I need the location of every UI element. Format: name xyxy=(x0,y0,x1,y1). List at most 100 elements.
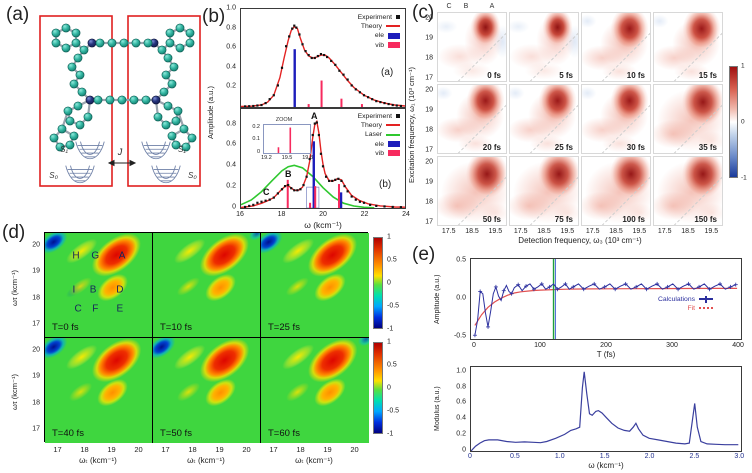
d-peak-label: A xyxy=(118,250,126,262)
tick-label: -0.5 xyxy=(387,302,400,310)
tick-label: -0.5 xyxy=(387,407,400,415)
tick-label: 0.4 xyxy=(226,63,236,71)
calculations-line-icon xyxy=(699,295,713,303)
ele-swatch-icon xyxy=(388,140,400,147)
tick-label: 0.1 xyxy=(252,136,260,143)
carbon-atom xyxy=(75,70,85,80)
tick-label: 0.2 xyxy=(252,123,260,130)
tick-label: 19.5 xyxy=(560,228,575,235)
experiment-points xyxy=(296,189,299,192)
tick-label: 0 xyxy=(472,342,476,349)
carbon-atom xyxy=(75,120,85,130)
e-bottom-xlabel: ω (kcm⁻¹) xyxy=(588,461,624,470)
carbon-atom xyxy=(65,140,75,150)
experiment-points xyxy=(311,133,314,137)
vib-bars xyxy=(307,104,310,107)
tick-label: 0.4 xyxy=(456,414,466,422)
experiment-points xyxy=(313,122,316,125)
c-colorbar xyxy=(729,66,738,178)
tick-label: 0 xyxy=(387,279,391,287)
legend-label-laser: Laser xyxy=(364,131,382,139)
experiment-marker-icon xyxy=(396,15,400,20)
legend-label-theory: Theory xyxy=(360,23,382,31)
d-peak-label: G xyxy=(91,250,100,262)
c-time-label: 150 fs xyxy=(694,215,717,224)
s0-label-left: S₀ xyxy=(49,171,58,180)
tick-label: 3.0 xyxy=(734,453,745,460)
morse-well-s0-left xyxy=(65,165,95,184)
tick-label: 0 xyxy=(387,384,391,392)
tick-label: 0 xyxy=(256,149,260,155)
experiment-points xyxy=(319,52,323,56)
carbon-atom xyxy=(77,87,87,97)
experiment-points xyxy=(264,199,267,202)
d-time-label: T=0 fs xyxy=(52,322,79,333)
coupling-arrow xyxy=(107,159,137,167)
experiment-points xyxy=(358,200,361,203)
d-time-label: T=50 fs xyxy=(160,428,192,439)
carbon-atom xyxy=(71,38,81,48)
c-map-panel: 100 fs xyxy=(581,156,651,226)
calculations-line xyxy=(474,283,736,336)
c-time-label: 25 fs xyxy=(554,143,573,152)
experiment-points xyxy=(288,35,291,38)
tick-label: 18 xyxy=(32,399,40,407)
fit-line-icon xyxy=(699,307,713,310)
experiment-points xyxy=(252,104,255,107)
d-map-panel: T=10 fs xyxy=(153,233,261,338)
tick-label: 20 xyxy=(242,445,251,454)
experiment-points xyxy=(264,101,267,105)
e-top-yticks: 0.5 0.0 -0.5 xyxy=(446,257,468,340)
experiment-points xyxy=(379,101,382,104)
c-time-label: 30 fs xyxy=(626,143,645,152)
d-time-label: T=10 fs xyxy=(160,322,192,333)
tick-label: 17.5 xyxy=(657,228,672,235)
legend-label-calculations: Calculations xyxy=(657,296,695,303)
c-time-label: 10 fs xyxy=(626,71,645,80)
experiment-points xyxy=(316,54,319,58)
experiment-points xyxy=(248,105,251,107)
carbon-atom xyxy=(73,53,83,63)
b-bottom-legend: Experiment Theory Laser ele vib xyxy=(358,112,400,158)
d-xlabel-col3: ωₜ (kcm⁻¹) xyxy=(295,456,333,465)
d-yticks-row2: 20 19 18 17 xyxy=(24,337,42,442)
tick-label: -1 xyxy=(387,430,394,438)
experiment-points xyxy=(334,178,337,181)
tick-label: 20 xyxy=(350,445,359,454)
tick-label: 1 xyxy=(387,233,391,241)
tick-label: 300 xyxy=(666,342,678,349)
b-inset-yticks: 0.2 0.1 0 xyxy=(248,123,262,155)
c-time-label: 0 fs xyxy=(487,71,501,80)
ele-swatch-icon xyxy=(388,32,400,39)
e-top-plot: Calculations Fit xyxy=(470,258,742,340)
ele-bars xyxy=(312,141,315,208)
modulus-line xyxy=(471,371,739,451)
tick-label: 1 xyxy=(741,62,745,70)
tick-label: 20 xyxy=(425,14,433,22)
tick-label: 18.5 xyxy=(681,228,695,235)
legend-label-ele: ele xyxy=(374,140,384,148)
carbon-atom xyxy=(167,131,177,141)
carbon-atom xyxy=(185,28,195,38)
c-map-panel: 25 fs xyxy=(509,84,579,154)
tick-label: 24 xyxy=(402,211,410,218)
carbon-atom xyxy=(169,62,179,72)
experiment-points xyxy=(298,33,301,36)
experiment-points xyxy=(283,185,287,188)
contour-blob xyxy=(66,379,96,405)
vib-bars xyxy=(277,147,280,153)
e-top-chart xyxy=(472,259,738,339)
experiment-points xyxy=(302,183,305,187)
tick-label: -0.5 xyxy=(453,332,466,340)
experiment-points xyxy=(337,177,340,180)
d-peak-label: H xyxy=(72,250,80,262)
tick-label: 0.5 xyxy=(387,256,397,264)
carbon-atom xyxy=(65,116,75,126)
legend-label-vib: vib xyxy=(375,41,384,49)
experiment-points xyxy=(299,188,302,191)
vib-bars xyxy=(360,104,363,107)
vib-bars xyxy=(286,179,289,208)
experiment-points xyxy=(293,24,296,27)
vib-bars xyxy=(314,186,317,208)
experiment-points xyxy=(350,84,353,87)
